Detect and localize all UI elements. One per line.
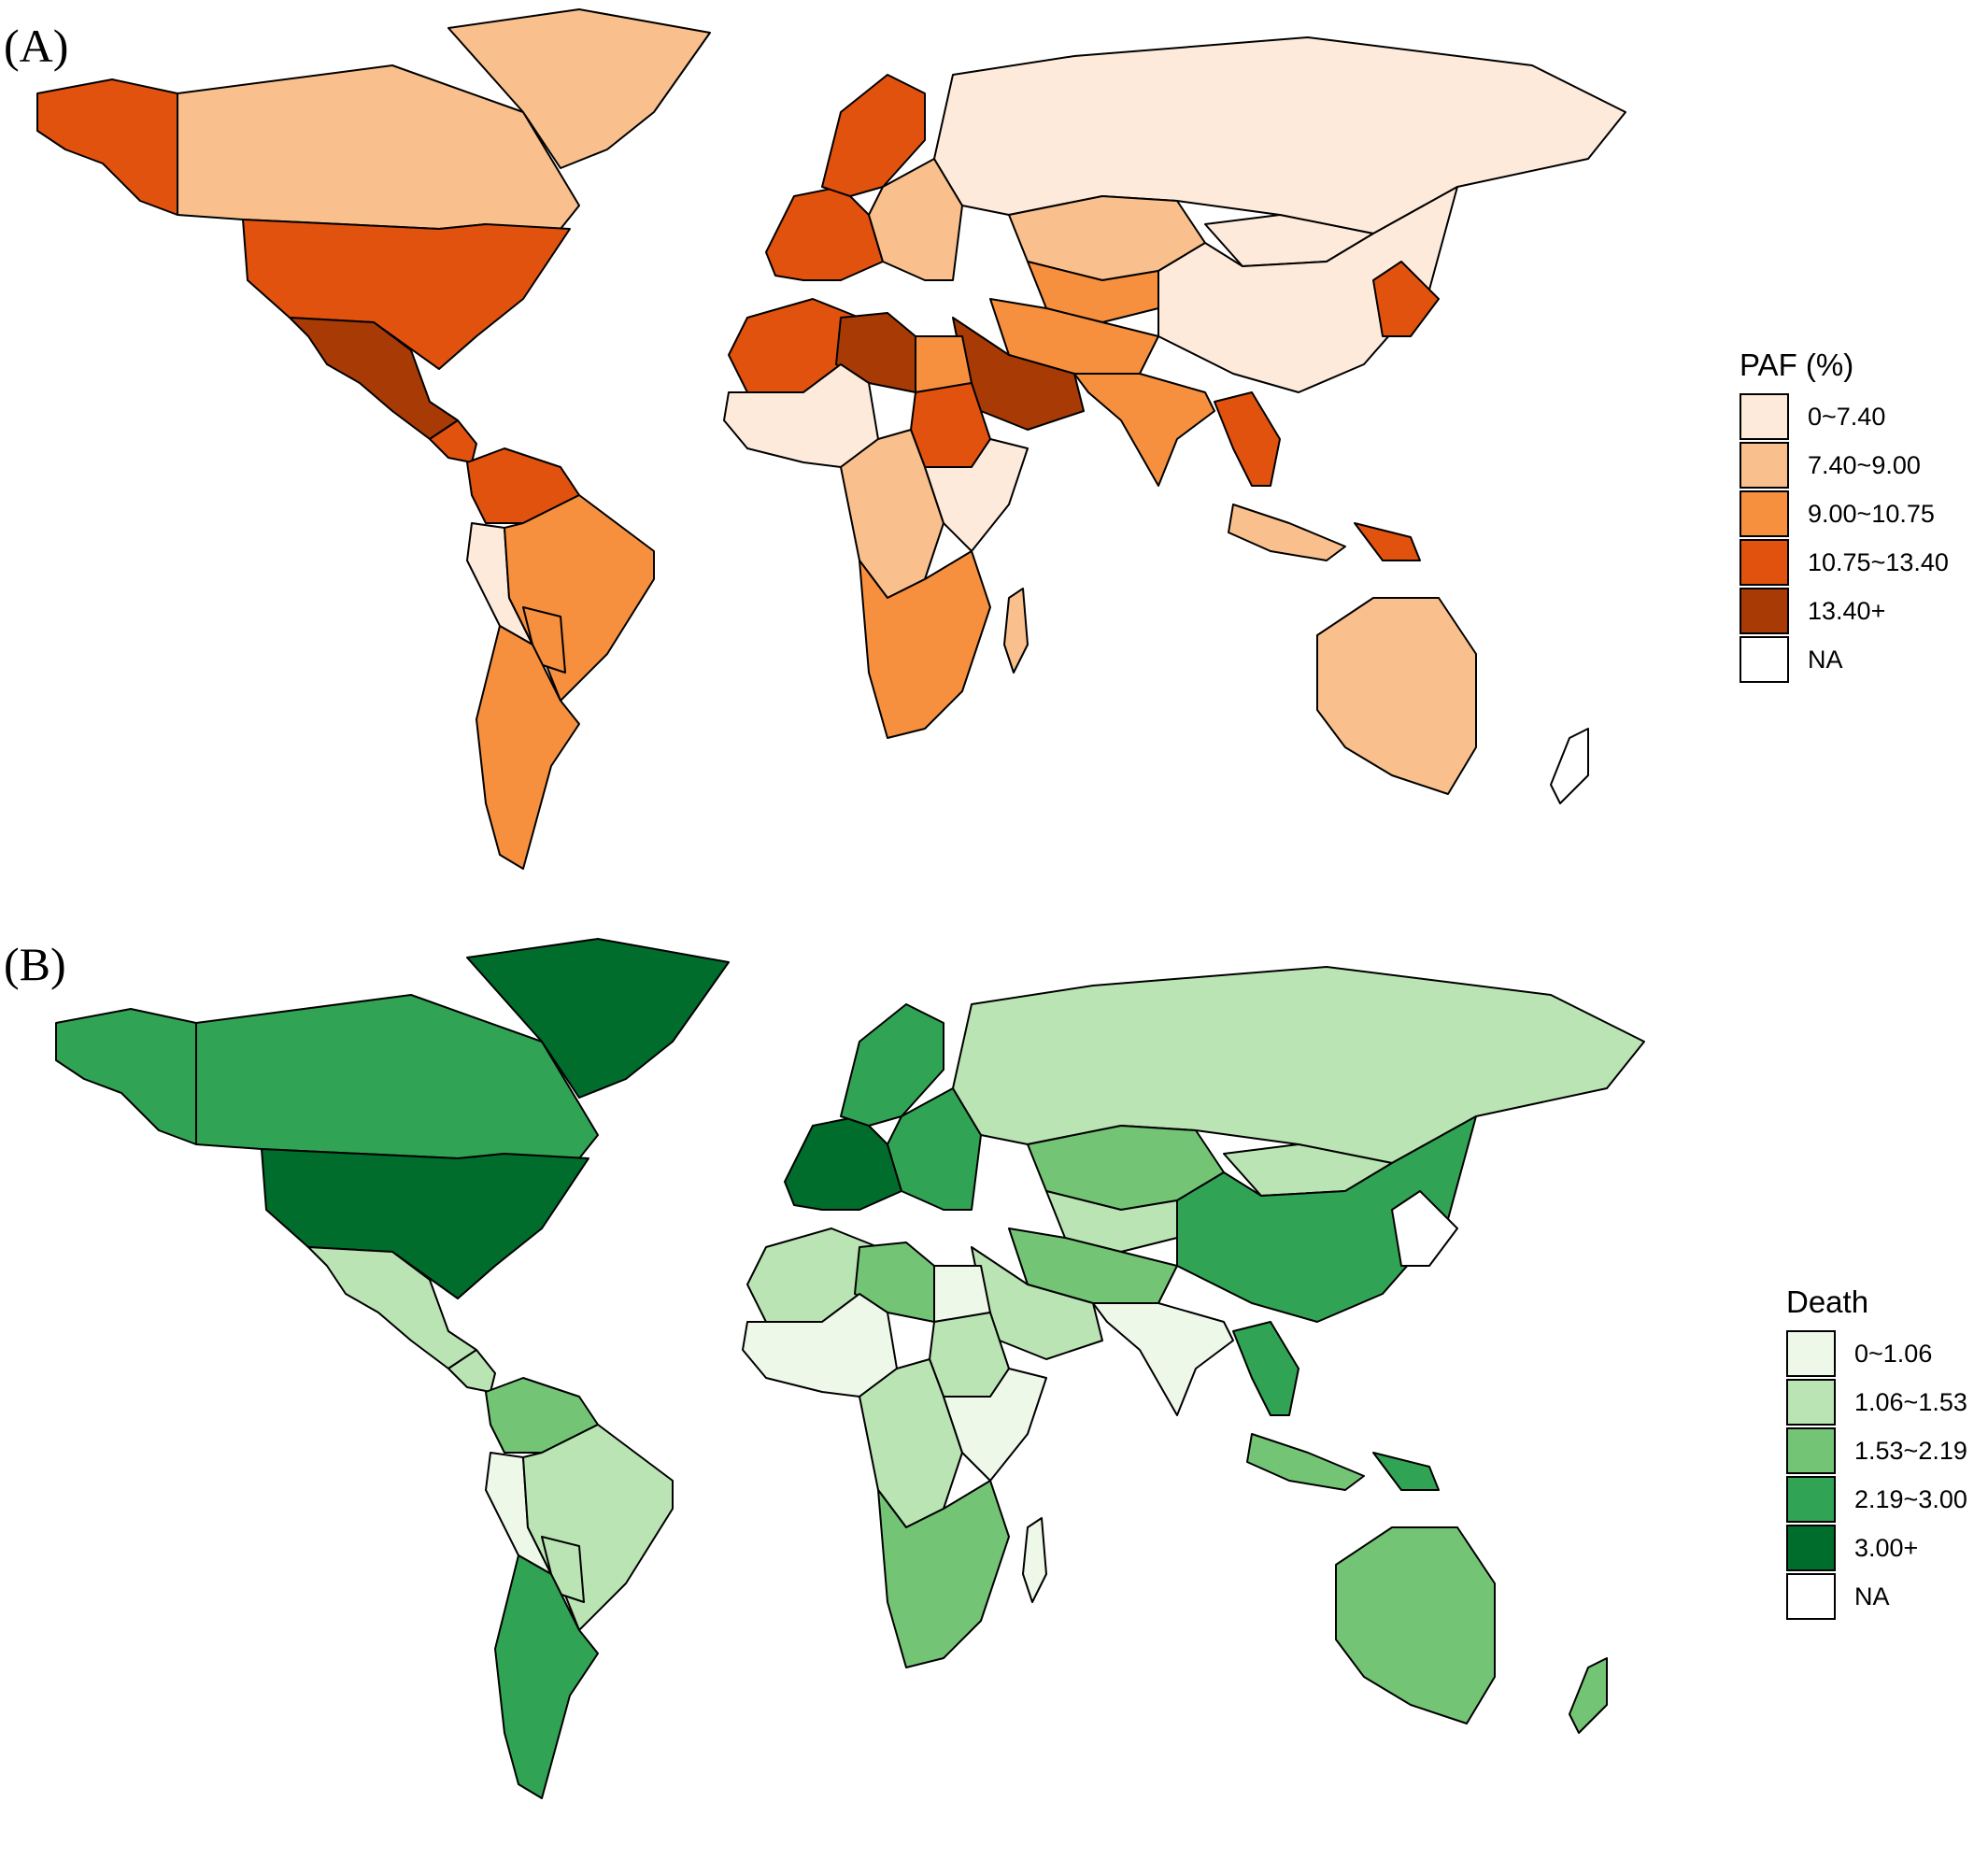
legend-swatch [1740,442,1789,489]
region-japan-korea [1372,261,1440,337]
legend-label: 1.53~2.19 [1854,1436,1967,1465]
map-regions [36,8,1626,870]
legend-label: 3.00+ [1854,1533,1919,1562]
region-argentina-chile [494,1554,599,1799]
region-papua-new-guinea [1354,522,1421,561]
region-madagascar [1003,588,1029,674]
region-central-africa [859,1358,963,1528]
legend-swatch [1786,1330,1836,1377]
region-india [1073,373,1215,487]
legend-b: Death 0~1.06 1.06~1.53 1.53~2.19 2.19~3.00 3… [1786,1284,1967,1621]
region-australia [1335,1526,1496,1724]
region-western-europe [765,186,884,281]
legend-item: 10.75~13.40 [1740,538,1949,587]
legend-label: 0~1.06 [1854,1339,1933,1368]
panel-label: (A) [4,20,69,72]
legend-rows-b: 0~1.06 1.06~1.53 1.53~2.19 2.19~3.00 3.00+ NA [1786,1329,1967,1621]
region-indonesia [1228,504,1346,561]
legend-label: 1.06~1.53 [1854,1387,1967,1416]
region-southeast-asia [1232,1321,1299,1416]
legend-label: 0~7.40 [1808,402,1886,431]
region-greenland [466,938,730,1099]
region-madagascar [1022,1517,1047,1603]
legend-swatch [1740,539,1789,586]
legend-label: NA [1808,645,1843,674]
legend-a: PAF (%) 0~7.40 7.40~9.00 9.00~10.75 10.75~1… [1740,348,1949,684]
region-new-zealand [1569,1657,1608,1734]
region-scandinavia [821,74,926,197]
region-russia [952,966,1645,1164]
legend-item: 1.53~2.19 [1786,1426,1967,1475]
legend-item: 0~1.06 [1786,1329,1967,1378]
legend-item: 9.00~10.75 [1740,490,1949,538]
region-india [1092,1302,1234,1416]
region-east-africa [943,1368,1047,1482]
legend-swatch [1740,393,1789,440]
panel-label: (B) [4,938,66,990]
legend-title: PAF (%) [1740,348,1854,382]
region-russia [933,36,1626,234]
legend-item: 0~7.40 [1740,392,1949,441]
legend-swatch [1740,636,1789,683]
region-argentina-chile [476,625,580,870]
region-southern-africa [859,550,991,739]
legend-item: 2.19~3.00 [1786,1475,1967,1524]
legend-swatch [1786,1427,1836,1474]
region-east-africa [924,438,1029,552]
legend-item: 3.00+ [1786,1524,1967,1572]
legend-label: NA [1854,1582,1890,1611]
panel-a: (A) PAF (%) 0~7.40 7.40~9.00 9.00~10.75 10.… [0,0,1988,925]
region-papua-new-guinea [1372,1452,1440,1491]
world-map-a [36,8,1626,870]
legend-item: NA [1740,635,1949,684]
region-alaska [36,78,178,216]
region-united-states [261,1148,589,1299]
region-central-america [447,1349,496,1393]
legend-item: 1.06~1.53 [1786,1378,1967,1426]
legend-swatch [1786,1379,1836,1426]
legend-label: 7.40~9.00 [1808,450,1921,479]
legend-swatch [1786,1476,1836,1523]
legend-label: 9.00~10.75 [1808,499,1935,528]
world-map-b [55,938,1645,1799]
legend-item: 7.40~9.00 [1740,441,1949,490]
region-japan-korea [1391,1190,1458,1267]
region-western-europe [784,1115,902,1211]
legend-swatch [1786,1525,1836,1571]
legend-swatch [1740,588,1789,634]
legend-title: Death [1786,1284,1869,1319]
region-australia [1316,597,1477,795]
region-greenland [447,8,711,169]
panel-b: (B) Death 0~1.06 1.06~1.53 1.53~2.19 2.19~3… [0,930,1988,1859]
region-new-zealand [1550,728,1589,804]
legend-swatch [1740,490,1789,537]
region-southeast-asia [1214,391,1281,487]
region-central-africa [840,429,944,599]
region-southern-africa [877,1480,1010,1668]
region-indonesia [1246,1433,1365,1491]
region-alaska [55,1008,197,1145]
region-eastern-europe [887,1087,982,1211]
legend-item: NA [1786,1572,1967,1621]
region-scandinavia [840,1003,944,1127]
legend-rows-a: 0~7.40 7.40~9.00 9.00~10.75 10.75~13.40 13.4… [1740,392,1949,684]
legend-label: 13.40+ [1808,596,1886,625]
region-eastern-europe [868,158,963,281]
region-central-america [429,419,477,463]
legend-swatch [1786,1573,1836,1620]
map-regions [55,938,1645,1799]
legend-item: 13.40+ [1740,587,1949,635]
region-united-states [242,219,571,370]
legend-label: 10.75~13.40 [1808,547,1949,576]
legend-label: 2.19~3.00 [1854,1484,1967,1513]
